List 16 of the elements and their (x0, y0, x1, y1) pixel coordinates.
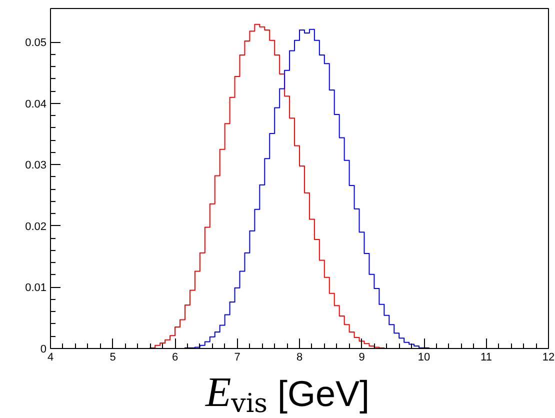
y-tick-label: 0.01 (25, 282, 47, 294)
x-tick-label: 4 (47, 352, 54, 364)
x-tick-label: 10 (418, 352, 430, 364)
x-axis-title: E$_{vis}$ [GeV] (205, 370, 370, 418)
x-tick-label: 6 (172, 352, 178, 364)
x-tick-label: 12 (542, 352, 555, 364)
y-tick-label: 0.04 (25, 98, 47, 110)
x-tick-label: 8 (296, 352, 303, 364)
y-tick-label: 0.03 (25, 160, 47, 172)
y-tick-label: 0.05 (25, 37, 47, 50)
y-tick-label: 0.02 (25, 220, 47, 233)
x-tick-label: 7 (234, 352, 240, 364)
x-tick-label: 11 (480, 352, 492, 364)
x-tick-label: 5 (110, 352, 116, 364)
x-tick-label: 9 (358, 352, 365, 364)
y-tick-label: 0 (40, 344, 47, 356)
